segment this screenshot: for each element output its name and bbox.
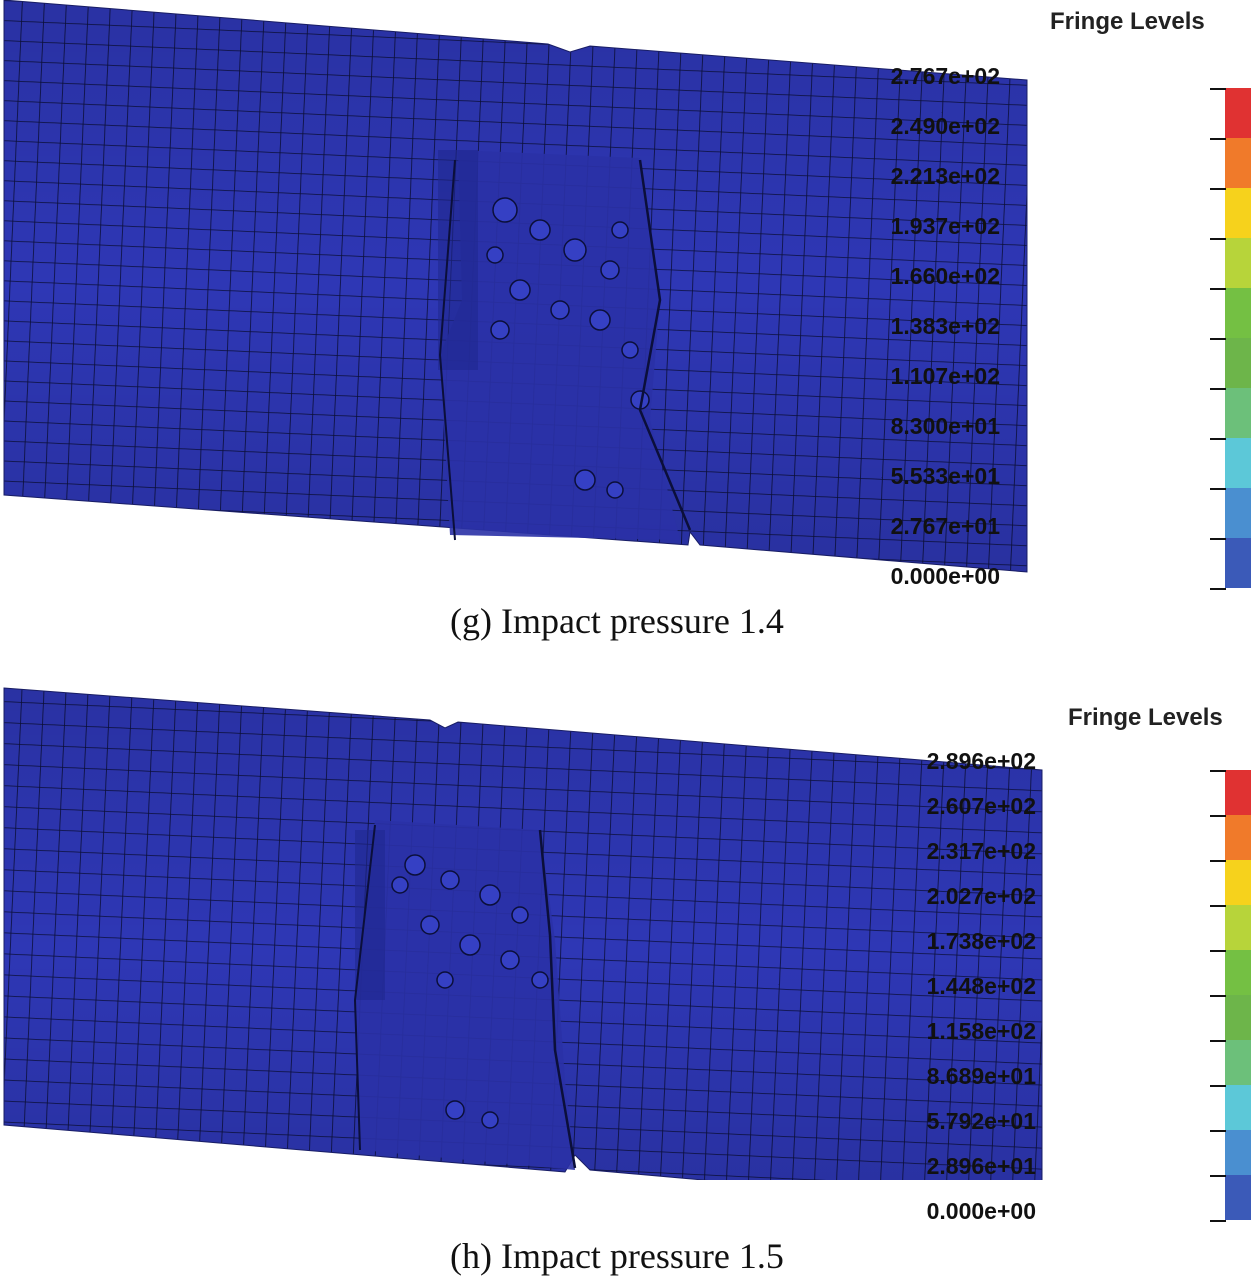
legend-label: 5.533e+01 xyxy=(890,463,1000,489)
fringe-swatch xyxy=(1225,905,1251,950)
fringe-swatch xyxy=(1225,950,1251,995)
legend-label: 2.896e+01 xyxy=(926,1153,1036,1179)
panel-h: Fringe Levels 2.896e+02 2.607e+02 2.317e… xyxy=(0,680,1255,1283)
fringe-swatch xyxy=(1225,1130,1251,1175)
legend-label: 0.000e+00 xyxy=(926,1198,1036,1224)
fringe-swatch xyxy=(1225,338,1251,388)
fringe-swatch xyxy=(1225,995,1251,1040)
fringe-swatch xyxy=(1225,188,1251,238)
legend-label: 1.660e+02 xyxy=(890,263,1000,289)
panel-g: Fringe Levels 2.767e+02 2.490e+02 2.213e… xyxy=(3,0,1251,641)
fringe-swatch xyxy=(1225,438,1251,488)
fringe-swatch xyxy=(1225,388,1251,438)
legend-label: 5.792e+01 xyxy=(926,1108,1036,1134)
fringe-swatch xyxy=(1225,88,1251,138)
caption-g: (g) Impact pressure 1.4 xyxy=(450,601,784,641)
legend-label: 2.213e+02 xyxy=(890,163,1000,189)
damaged-zone xyxy=(353,820,577,1170)
legend-label: 8.689e+01 xyxy=(926,1063,1036,1089)
pipe-mesh-g xyxy=(3,0,1028,573)
legend-label: 2.490e+02 xyxy=(890,113,1000,139)
legend-label: 1.107e+02 xyxy=(890,363,1000,389)
legend-label: 2.317e+02 xyxy=(926,838,1036,864)
legend-title: Fringe Levels xyxy=(1050,8,1205,35)
legend-label: 2.767e+02 xyxy=(890,63,1000,89)
fringe-swatch xyxy=(1225,238,1251,288)
legend-label: 1.383e+02 xyxy=(890,313,1000,339)
fringe-swatch xyxy=(1225,138,1251,188)
legend-label: 2.896e+02 xyxy=(926,748,1036,774)
pipe-mesh-h xyxy=(3,687,1043,1180)
legend-label: 2.027e+02 xyxy=(926,883,1036,909)
fringe-swatch xyxy=(1225,1085,1251,1130)
fringe-swatch xyxy=(1225,815,1251,860)
legend-label: 2.767e+01 xyxy=(890,513,1000,539)
fringe-swatch xyxy=(1225,288,1251,338)
fringe-swatch xyxy=(1225,1040,1251,1085)
legend-label: 1.448e+02 xyxy=(926,973,1036,999)
fringe-swatch xyxy=(1225,1175,1251,1220)
legend-label: 8.300e+01 xyxy=(890,413,1000,439)
legend-title: Fringe Levels xyxy=(1068,704,1223,731)
fringe-swatch xyxy=(1225,860,1251,905)
legend-label: 2.607e+02 xyxy=(926,793,1036,819)
damaged-zone xyxy=(438,150,692,541)
fringe-swatch xyxy=(1225,770,1251,815)
legend-label: 0.000e+00 xyxy=(890,563,1000,589)
caption-h: (h) Impact pressure 1.5 xyxy=(450,1236,784,1276)
legend-label: 1.738e+02 xyxy=(926,928,1036,954)
fringe-swatch xyxy=(1225,538,1251,588)
legend-label: 1.158e+02 xyxy=(926,1018,1036,1044)
legend-label: 1.937e+02 xyxy=(890,213,1000,239)
fringe-swatch xyxy=(1225,488,1251,538)
